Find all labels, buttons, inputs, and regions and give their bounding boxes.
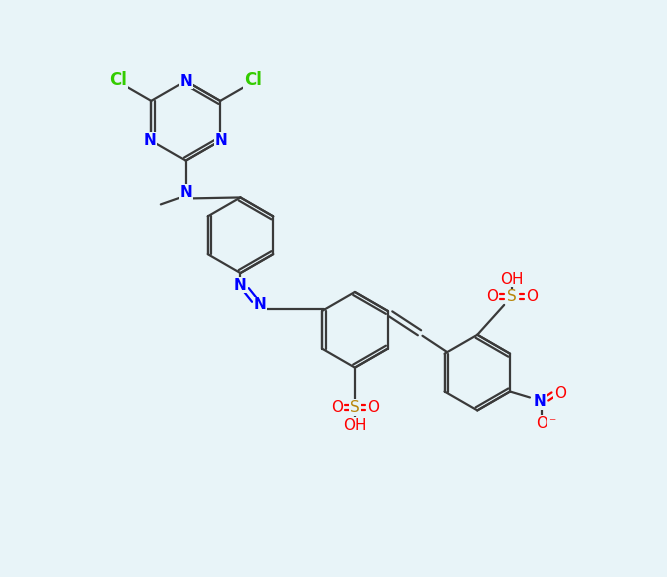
Text: S: S (350, 400, 360, 415)
Text: N: N (534, 394, 546, 409)
Text: N: N (144, 133, 157, 148)
Text: N: N (179, 185, 192, 200)
Text: N: N (215, 133, 227, 148)
Text: O: O (554, 386, 566, 401)
Text: Cl: Cl (109, 71, 127, 89)
Text: ⁻: ⁻ (548, 417, 556, 430)
Text: OH: OH (343, 418, 367, 433)
Text: O: O (367, 400, 379, 415)
Text: S: S (508, 290, 517, 305)
Text: Cl: Cl (244, 71, 262, 89)
Text: N: N (234, 278, 247, 293)
Text: O: O (536, 416, 548, 431)
Text: N: N (254, 297, 267, 312)
Text: N: N (179, 73, 192, 88)
Text: OH: OH (500, 272, 524, 287)
Text: O: O (331, 400, 343, 415)
Text: O: O (526, 290, 538, 305)
Text: O: O (486, 290, 498, 305)
